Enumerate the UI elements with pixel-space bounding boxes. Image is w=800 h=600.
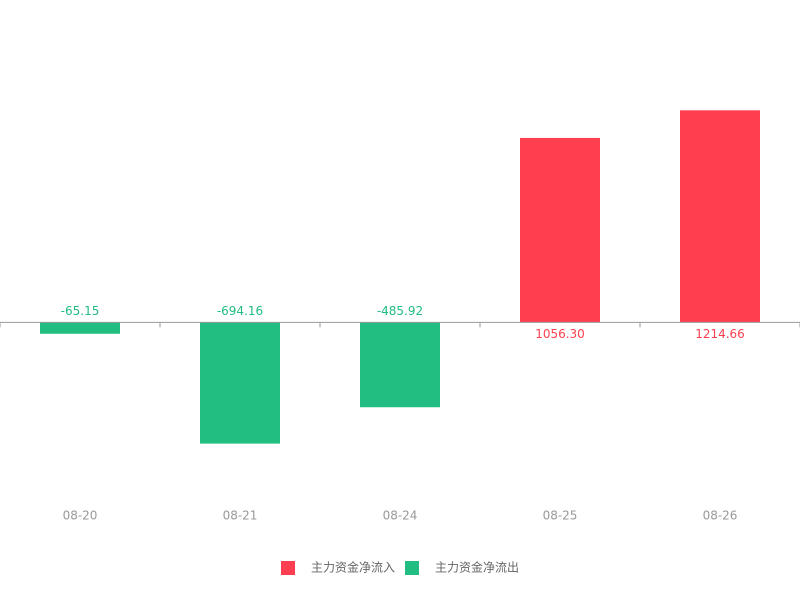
bar [520,137,600,323]
x-tick-label: 08-26 [703,509,738,523]
data-label: -65.15 [61,304,100,318]
x-tick-label: 08-20 [63,509,98,523]
bar [200,322,280,444]
legend-swatch [281,561,295,575]
legend-label: 主力资金净流出 [435,560,519,575]
legend-label: 主力资金净流入 [311,560,395,575]
data-label: 1214.66 [695,327,745,341]
bar [680,110,760,323]
data-label: -485.92 [377,304,423,318]
data-label: -694.16 [217,304,263,318]
legend-swatch [405,561,419,575]
bar [360,322,440,408]
x-tick-label: 08-21 [223,509,258,523]
x-tick-label: 08-25 [543,509,578,523]
x-tick-label: 08-24 [383,509,418,523]
bar [40,322,120,334]
data-label: 1056.30 [535,327,585,341]
